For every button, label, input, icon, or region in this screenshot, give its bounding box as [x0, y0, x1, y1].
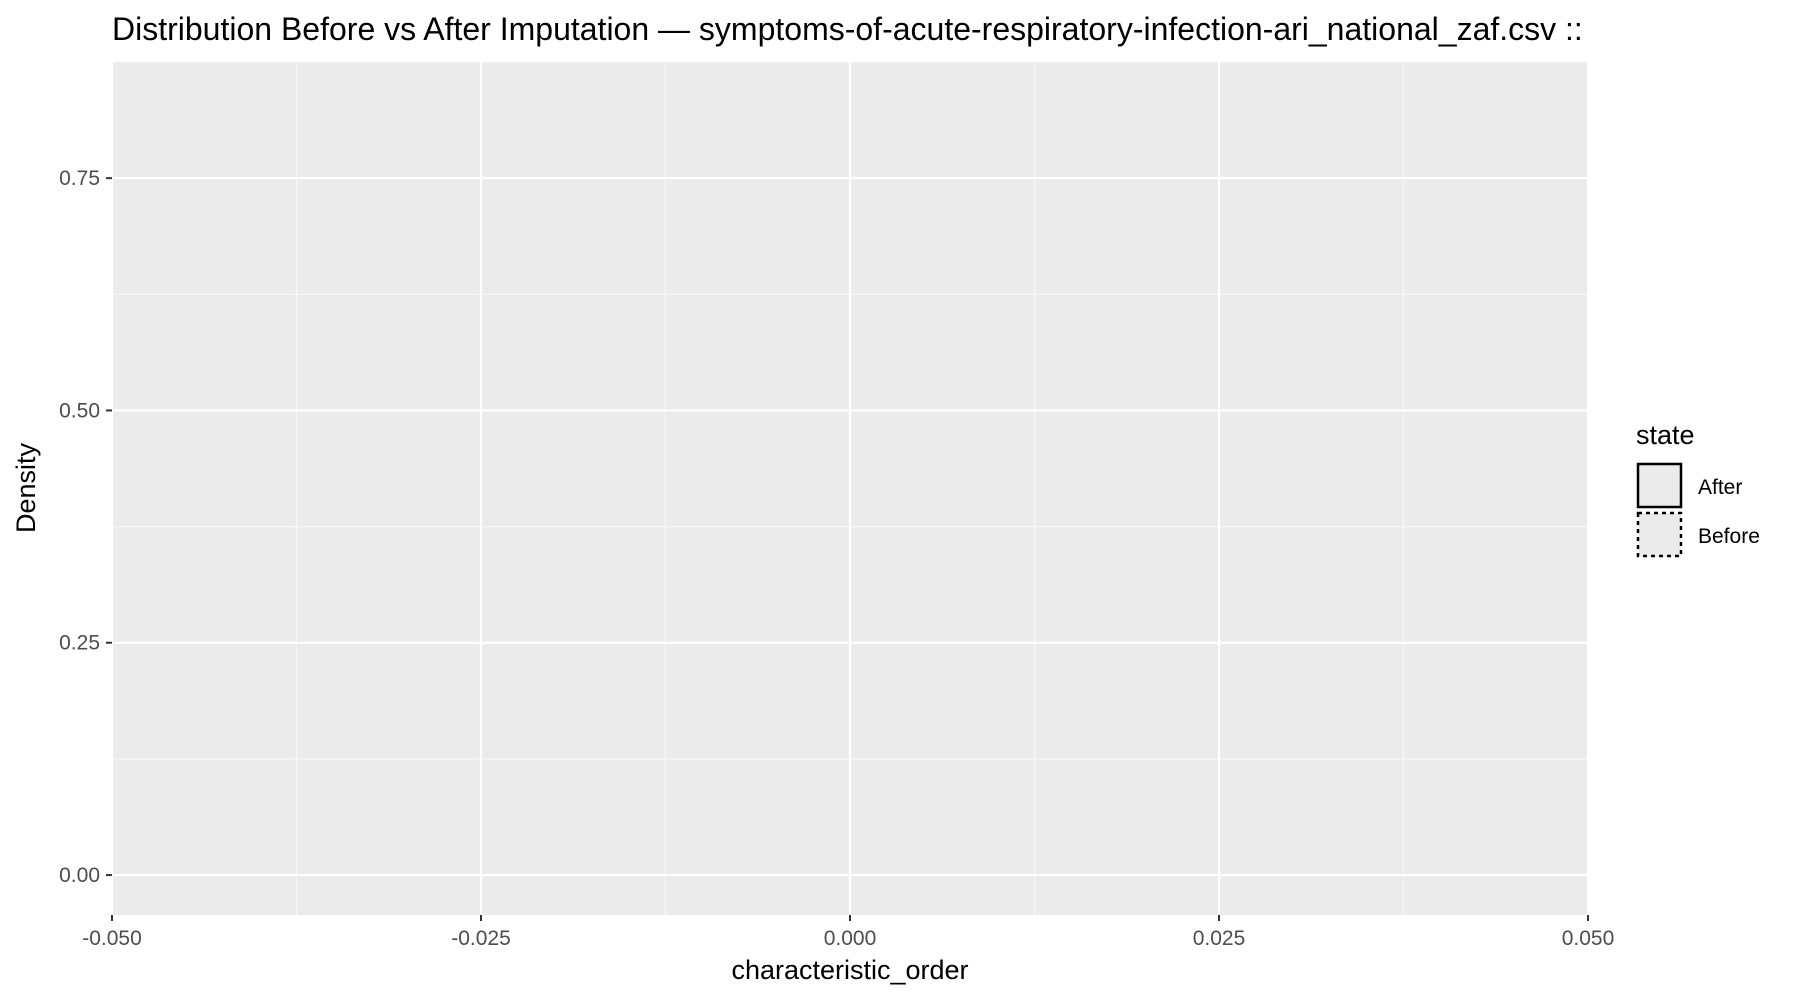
x-axis: -0.050 -0.025 0.000 0.025 0.050 — [82, 915, 1614, 950]
y-tick-label: 0.75 — [59, 167, 100, 190]
chart-title: Distribution Before vs After Imputation … — [112, 11, 1583, 47]
legend-item-after: After — [1636, 462, 1742, 509]
legend: state After Before — [1636, 420, 1760, 558]
x-tick-label: 0.050 — [1562, 927, 1615, 950]
y-axis: 0.00 0.25 0.50 0.75 — [59, 167, 112, 887]
legend-key-before — [1636, 511, 1683, 558]
x-tick-label: 0.000 — [824, 927, 877, 950]
legend-title: state — [1636, 420, 1695, 450]
legend-label-after: After — [1698, 476, 1742, 499]
x-tick-label: 0.025 — [1193, 927, 1246, 950]
y-tick-label: 0.50 — [59, 399, 100, 422]
y-tick-label: 0.00 — [59, 864, 100, 887]
legend-key-after — [1636, 462, 1683, 509]
x-axis-title: characteristic_order — [731, 955, 968, 985]
legend-label-before: Before — [1698, 525, 1760, 548]
grid-major — [110, 62, 1590, 915]
y-axis-title: Density — [11, 442, 41, 533]
x-tick-label: -0.025 — [451, 927, 511, 950]
legend-item-before: Before — [1636, 511, 1760, 558]
y-tick-label: 0.25 — [59, 632, 100, 655]
x-tick-label: -0.050 — [82, 927, 142, 950]
